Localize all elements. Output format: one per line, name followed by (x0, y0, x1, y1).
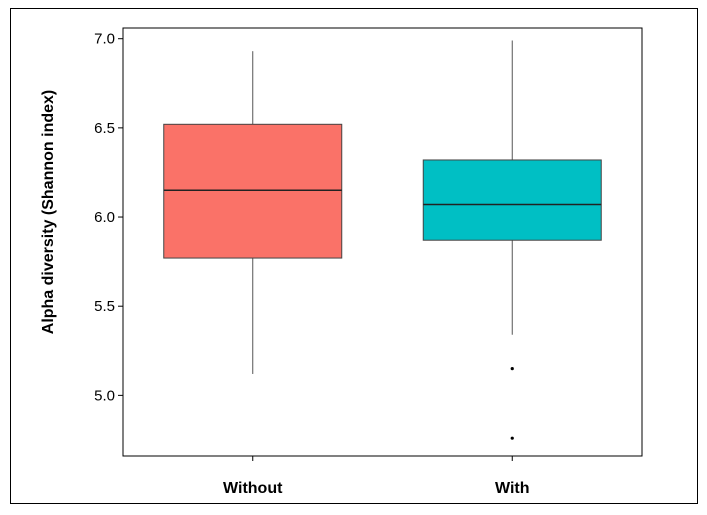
y-tick-label: 5.0 (94, 387, 115, 404)
boxes-layer (163, 40, 602, 440)
y-axis: 5.0 5.5 6.0 6.5 7.0 (94, 31, 123, 404)
y-axis-title: Alpha diversity (Shannon index) (40, 90, 57, 334)
y-tick-label: 6.5 (94, 120, 115, 137)
box-with (422, 40, 602, 440)
x-axis: Without With (223, 456, 530, 497)
y-tick-label: 7.0 (94, 31, 115, 48)
interquartile-box (163, 123, 343, 259)
outlier-point (510, 367, 514, 371)
y-tick-label: 5.5 (94, 298, 115, 315)
interquartile-box (422, 159, 602, 241)
y-tick-label: 6.0 (94, 209, 115, 226)
outlier-point (510, 436, 514, 440)
x-category-label: With (495, 480, 530, 497)
box-without (163, 51, 343, 374)
chart-frame (10, 8, 698, 504)
x-category-label: Without (223, 480, 283, 497)
plot-panel-border (122, 27, 643, 457)
